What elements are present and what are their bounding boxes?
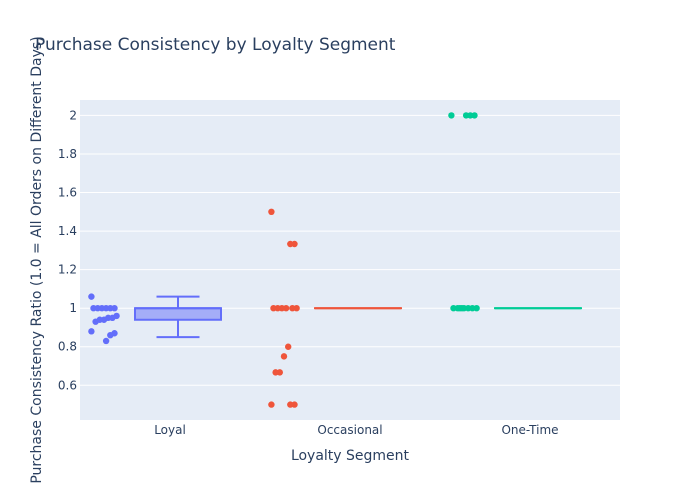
data-point	[450, 304, 457, 312]
data-point	[448, 112, 455, 119]
data-point	[92, 318, 99, 325]
data-point	[88, 293, 95, 300]
data-point	[102, 337, 110, 345]
y-tick-label: 1.4	[58, 224, 77, 238]
y-tick-label: 1.2	[58, 263, 77, 277]
data-point	[88, 328, 95, 335]
data-point	[268, 208, 275, 216]
chart-title: Purchase Consistency by Loyalty Segment	[35, 35, 396, 55]
y-tick-label: 1	[69, 301, 77, 315]
x-axis-title: Loyalty Segment	[291, 448, 410, 464]
x-tick-label: Loyal	[154, 423, 186, 437]
data-point	[456, 304, 463, 312]
data-point	[287, 401, 294, 408]
plot-area	[80, 100, 620, 420]
y-tick-label: 2	[69, 108, 77, 122]
y-tick-label: 0.8	[58, 340, 77, 354]
data-point	[107, 331, 114, 339]
box-loyal	[134, 295, 222, 339]
x-tick-label: Occasional	[317, 423, 382, 437]
x-tick-label: One-Time	[501, 423, 558, 437]
data-point	[285, 343, 292, 350]
y-tick-label: 0.6	[58, 378, 77, 392]
data-point	[287, 240, 294, 248]
y-axis-title: Purchase Consistency Ratio (1.0 = All Or…	[29, 36, 45, 483]
data-point	[272, 369, 279, 376]
data-point	[280, 353, 288, 360]
y-tick-label: 1.6	[58, 186, 77, 200]
y-axis-ticks: 0.6 0.8 1 1.2 1.4 1.6 1.8 2	[58, 108, 77, 392]
x-axis-ticks: Loyal Occasional One-Time	[154, 423, 558, 437]
data-point	[462, 112, 470, 119]
box-body	[134, 307, 222, 321]
data-points	[88, 112, 480, 408]
data-point	[268, 401, 275, 408]
data-point	[289, 304, 296, 312]
data-point	[270, 304, 277, 312]
data-point	[90, 304, 97, 312]
box-plots	[134, 295, 582, 339]
y-tick-label: 1.8	[58, 147, 77, 161]
